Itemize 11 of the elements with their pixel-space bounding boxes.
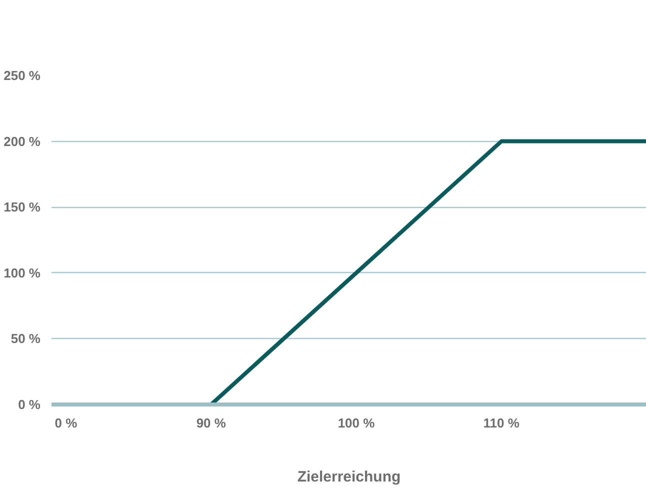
- y-tick-label: 150 %: [4, 200, 41, 215]
- y-tick-label: 0 %: [18, 397, 41, 412]
- x-tick-label: 90 %: [196, 416, 226, 430]
- x-axis-title: Zielerreichung: [297, 468, 401, 486]
- x-tick-label: 100 %: [338, 416, 376, 430]
- x-tick-label: 110 %: [483, 416, 520, 430]
- x-tick-label: 0 %: [54, 416, 78, 430]
- y-tick-label: 50 %: [10, 331, 41, 346]
- y-tick-label: 100 %: [4, 265, 41, 280]
- y-tick-label: 250 %: [4, 68, 41, 83]
- y-tick-label: 200 %: [4, 134, 41, 149]
